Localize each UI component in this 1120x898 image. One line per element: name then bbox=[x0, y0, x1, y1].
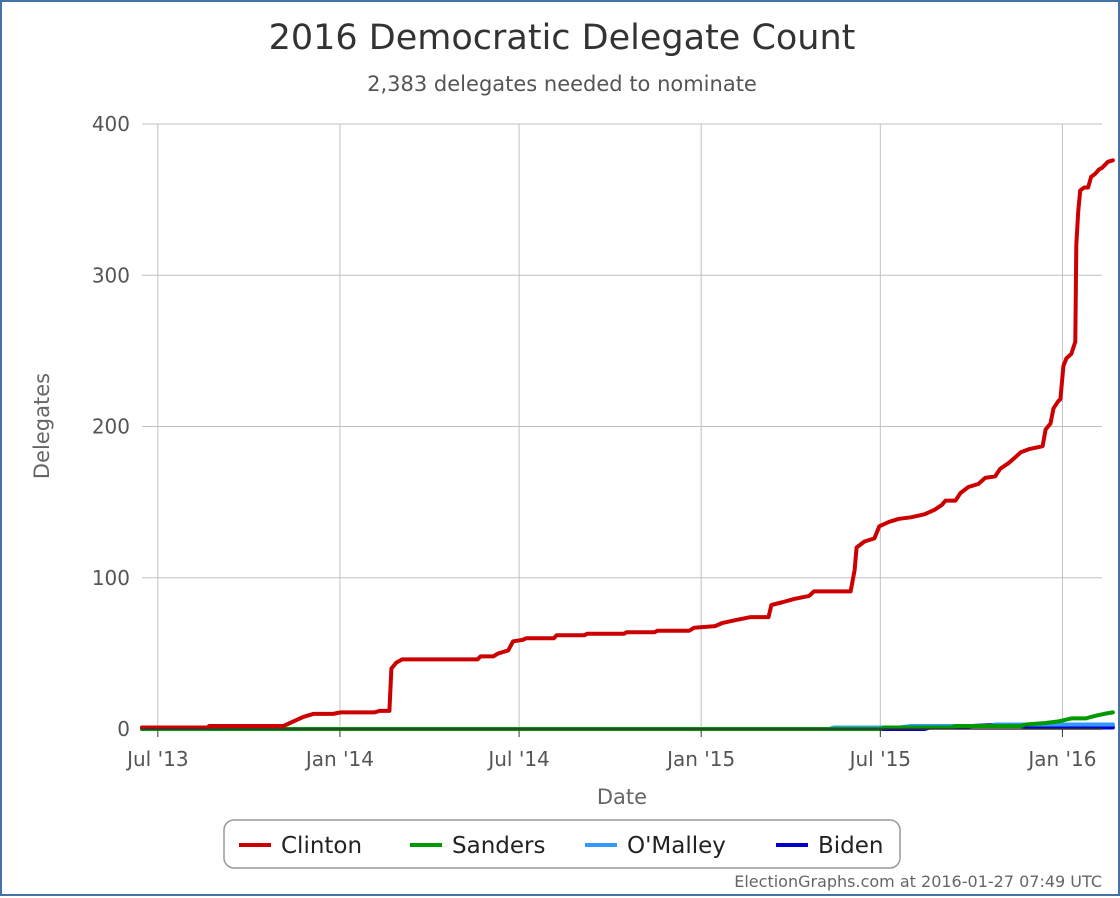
chart-subtitle: 2,383 delegates needed to nominate bbox=[367, 72, 757, 96]
y-tick-label: 100 bbox=[92, 566, 130, 590]
legend-item-label[interactable]: Sanders bbox=[452, 833, 545, 859]
series-line-clinton bbox=[140, 158, 1115, 730]
x-tick-label: Jan '15 bbox=[665, 747, 735, 771]
y-tick-label: 400 bbox=[92, 112, 130, 136]
x-tick-label: Jul '14 bbox=[486, 747, 549, 771]
x-tick-label: Jul '13 bbox=[125, 747, 188, 771]
legend: Clinton Sanders O'Malley Biden bbox=[223, 819, 901, 869]
chart-title: 2016 Democratic Delegate Count bbox=[269, 18, 856, 58]
series-line-sanders bbox=[140, 710, 1115, 731]
legend-item-label[interactable]: Clinton bbox=[281, 833, 362, 859]
x-axis-title: Date bbox=[597, 785, 647, 809]
y-tick-label: 0 bbox=[117, 717, 130, 741]
x-tick-label: Jul '15 bbox=[848, 747, 911, 771]
y-tick-label: 300 bbox=[92, 263, 130, 287]
legend-item-label[interactable]: O'Malley bbox=[627, 833, 726, 859]
legend-box bbox=[223, 819, 901, 869]
legend-item-label[interactable]: Biden bbox=[818, 833, 884, 859]
axes: 0 100 200 300 400 Jul '13 Jan '14 Jul '14 Jan '1… bbox=[92, 112, 1102, 771]
series-lines bbox=[140, 158, 1115, 731]
x-tick-label: Jan '16 bbox=[1026, 747, 1096, 771]
y-tick-label: 200 bbox=[92, 415, 130, 439]
y-axis-title: Delegates bbox=[30, 373, 54, 479]
grid bbox=[142, 123, 1102, 730]
credit-text: ElectionGraphs.com at 2016-01-27 07:49 U… bbox=[734, 872, 1102, 891]
x-tick-label: Jan '14 bbox=[304, 747, 374, 771]
